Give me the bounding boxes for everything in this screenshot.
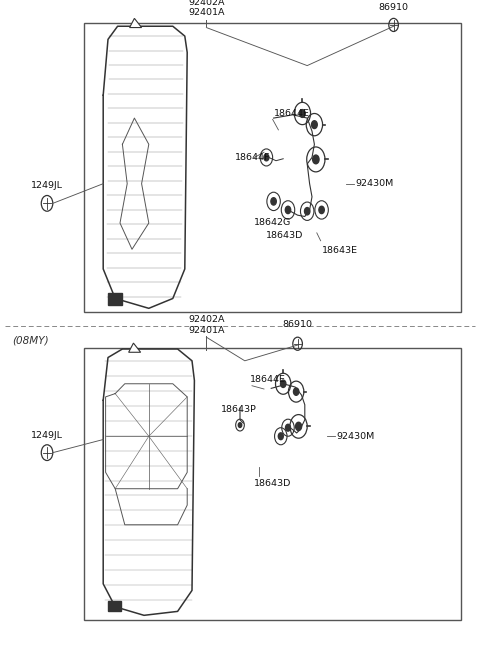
Circle shape [280, 380, 286, 388]
Text: 86910: 86910 [379, 3, 408, 12]
Circle shape [285, 206, 291, 214]
Circle shape [304, 207, 310, 215]
Circle shape [300, 110, 305, 117]
Bar [108, 293, 122, 305]
Polygon shape [129, 343, 141, 352]
Text: 92430M: 92430M [355, 179, 394, 188]
Circle shape [238, 422, 242, 428]
Circle shape [296, 422, 301, 430]
Text: 18643P: 18643P [221, 405, 257, 415]
Text: 18644E: 18644E [274, 109, 310, 118]
Text: 18644F: 18644F [235, 153, 271, 162]
Text: 18643E: 18643E [322, 246, 358, 255]
Circle shape [278, 433, 283, 440]
Circle shape [312, 121, 317, 129]
Bar [108, 601, 121, 611]
Text: 18644E: 18644E [250, 375, 286, 384]
Circle shape [286, 424, 290, 431]
Circle shape [271, 197, 276, 205]
Text: (08MY): (08MY) [12, 336, 48, 346]
Text: 18643D: 18643D [254, 479, 292, 488]
Text: 1249JL: 1249JL [31, 430, 63, 440]
Text: 18643D: 18643D [266, 231, 304, 240]
Circle shape [312, 155, 319, 164]
Text: 1249JL: 1249JL [31, 181, 63, 190]
Bar [84, 348, 461, 620]
Circle shape [293, 388, 299, 396]
Text: 18642G: 18642G [254, 218, 292, 227]
Bar [84, 23, 461, 312]
Text: 92430M: 92430M [336, 432, 374, 441]
Text: 92402A
92401A: 92402A 92401A [188, 315, 225, 335]
Circle shape [264, 154, 269, 161]
Text: 92402A
92401A: 92402A 92401A [188, 0, 225, 17]
Circle shape [319, 206, 324, 214]
Text: 86910: 86910 [283, 320, 312, 329]
Polygon shape [130, 18, 142, 28]
